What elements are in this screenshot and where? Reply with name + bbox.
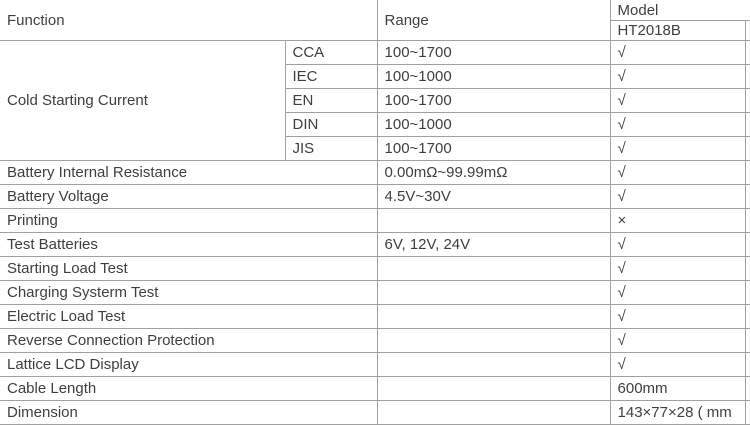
spacer-cell bbox=[744, 136, 750, 161]
model-value-cell: √ bbox=[609, 160, 746, 185]
header-model-name: HT2018B bbox=[609, 20, 746, 41]
function-cell: Printing bbox=[0, 208, 378, 233]
function-cell: Battery Internal Resistance bbox=[0, 160, 378, 185]
model-value-cell: × bbox=[609, 208, 746, 233]
range-cell bbox=[376, 376, 611, 401]
spacer-cell bbox=[744, 232, 750, 257]
standard-key-cell: CCA bbox=[284, 40, 378, 65]
table-row: Battery Voltage 4.5V~30V √ bbox=[0, 184, 750, 209]
function-cell: Lattice LCD Display bbox=[0, 352, 378, 377]
spacer-cell bbox=[744, 88, 750, 113]
standard-key-cell: JIS bbox=[284, 136, 378, 161]
table-row: EN 100~1700 √ bbox=[0, 88, 750, 113]
table-row: Printing × bbox=[0, 208, 750, 233]
range-cell bbox=[376, 208, 611, 233]
header-model: Model bbox=[609, 0, 750, 21]
table-row: Cable Length 600mm bbox=[0, 376, 750, 401]
table-row: Reverse Connection Protection √ bbox=[0, 328, 750, 353]
table-header-model-row: HT2018B bbox=[0, 20, 750, 41]
range-cell bbox=[376, 280, 611, 305]
table-row: Starting Load Test √ bbox=[0, 256, 750, 281]
range-cell: 4.5V~30V bbox=[376, 184, 611, 209]
model-value-cell: √ bbox=[609, 352, 746, 377]
table-header-row: Function Range Model bbox=[0, 0, 750, 41]
model-value-cell: √ bbox=[609, 88, 746, 113]
range-cell: 100~1700 bbox=[376, 136, 611, 161]
model-value-cell: √ bbox=[609, 232, 746, 257]
spacer-cell bbox=[744, 20, 750, 41]
spacer-cell bbox=[744, 304, 750, 329]
header-function: Function bbox=[0, 0, 378, 41]
table-row: Charging Systerm Test √ bbox=[0, 280, 750, 305]
spacer-cell bbox=[744, 40, 750, 65]
spacer-cell bbox=[744, 280, 750, 305]
model-value-cell: √ bbox=[609, 280, 746, 305]
model-value-cell: √ bbox=[609, 328, 746, 353]
range-cell bbox=[376, 352, 611, 377]
function-cell: Cable Length bbox=[0, 376, 378, 401]
table-row: IEC 100~1000 √ bbox=[0, 64, 750, 89]
range-cell bbox=[376, 256, 611, 281]
spacer-cell bbox=[744, 64, 750, 89]
model-value-cell: √ bbox=[609, 184, 746, 209]
range-cell bbox=[376, 400, 611, 425]
standard-key-cell: IEC bbox=[284, 64, 378, 89]
function-cell: Charging Systerm Test bbox=[0, 280, 378, 305]
header-range: Range bbox=[376, 0, 611, 41]
table-row: DIN 100~1000 √ bbox=[0, 112, 750, 137]
range-cell: 100~1000 bbox=[376, 112, 611, 137]
model-value-cell: √ bbox=[609, 304, 746, 329]
cold-starting-current-label: Cold Starting Current bbox=[0, 40, 286, 161]
range-cell: 0.00mΩ~99.99mΩ bbox=[376, 160, 611, 185]
model-value-cell: √ bbox=[609, 112, 746, 137]
model-value-cell: √ bbox=[609, 40, 746, 65]
spacer-cell bbox=[744, 352, 750, 377]
model-value-cell: 143×77×28 ( mm bbox=[609, 400, 746, 425]
function-cell: Dimension bbox=[0, 400, 378, 425]
spacer-cell bbox=[744, 328, 750, 353]
standard-key-cell: EN bbox=[284, 88, 378, 113]
spacer-cell bbox=[744, 256, 750, 281]
range-cell: 6V, 12V, 24V bbox=[376, 232, 611, 257]
table-row: Dimension 143×77×28 ( mm bbox=[0, 400, 750, 425]
model-value-cell: 600mm bbox=[609, 376, 746, 401]
table-row: Lattice LCD Display √ bbox=[0, 352, 750, 377]
table-row: Cold Starting Current CCA 100~1700 √ bbox=[0, 40, 750, 161]
table-row: Test Batteries 6V, 12V, 24V √ bbox=[0, 232, 750, 257]
range-cell bbox=[376, 328, 611, 353]
range-cell: 100~1700 bbox=[376, 40, 611, 65]
spacer-cell bbox=[744, 160, 750, 185]
range-cell: 100~1000 bbox=[376, 64, 611, 89]
function-cell: Battery Voltage bbox=[0, 184, 378, 209]
spacer-cell bbox=[744, 400, 750, 425]
model-value-cell: √ bbox=[609, 136, 746, 161]
standard-key-cell: DIN bbox=[284, 112, 378, 137]
range-cell bbox=[376, 304, 611, 329]
table-row: Electric Load Test √ bbox=[0, 304, 750, 329]
spacer-cell bbox=[744, 208, 750, 233]
table-row: Battery Internal Resistance 0.00mΩ~99.99… bbox=[0, 160, 750, 185]
table-row: JIS 100~1700 √ bbox=[0, 136, 750, 161]
function-cell: Test Batteries bbox=[0, 232, 378, 257]
range-cell: 100~1700 bbox=[376, 88, 611, 113]
spacer-cell bbox=[744, 184, 750, 209]
model-value-cell: √ bbox=[609, 64, 746, 89]
spacer-cell bbox=[744, 112, 750, 137]
function-cell: Electric Load Test bbox=[0, 304, 378, 329]
spacer-cell bbox=[744, 376, 750, 401]
model-value-cell: √ bbox=[609, 256, 746, 281]
function-cell: Starting Load Test bbox=[0, 256, 378, 281]
function-cell: Reverse Connection Protection bbox=[0, 328, 378, 353]
